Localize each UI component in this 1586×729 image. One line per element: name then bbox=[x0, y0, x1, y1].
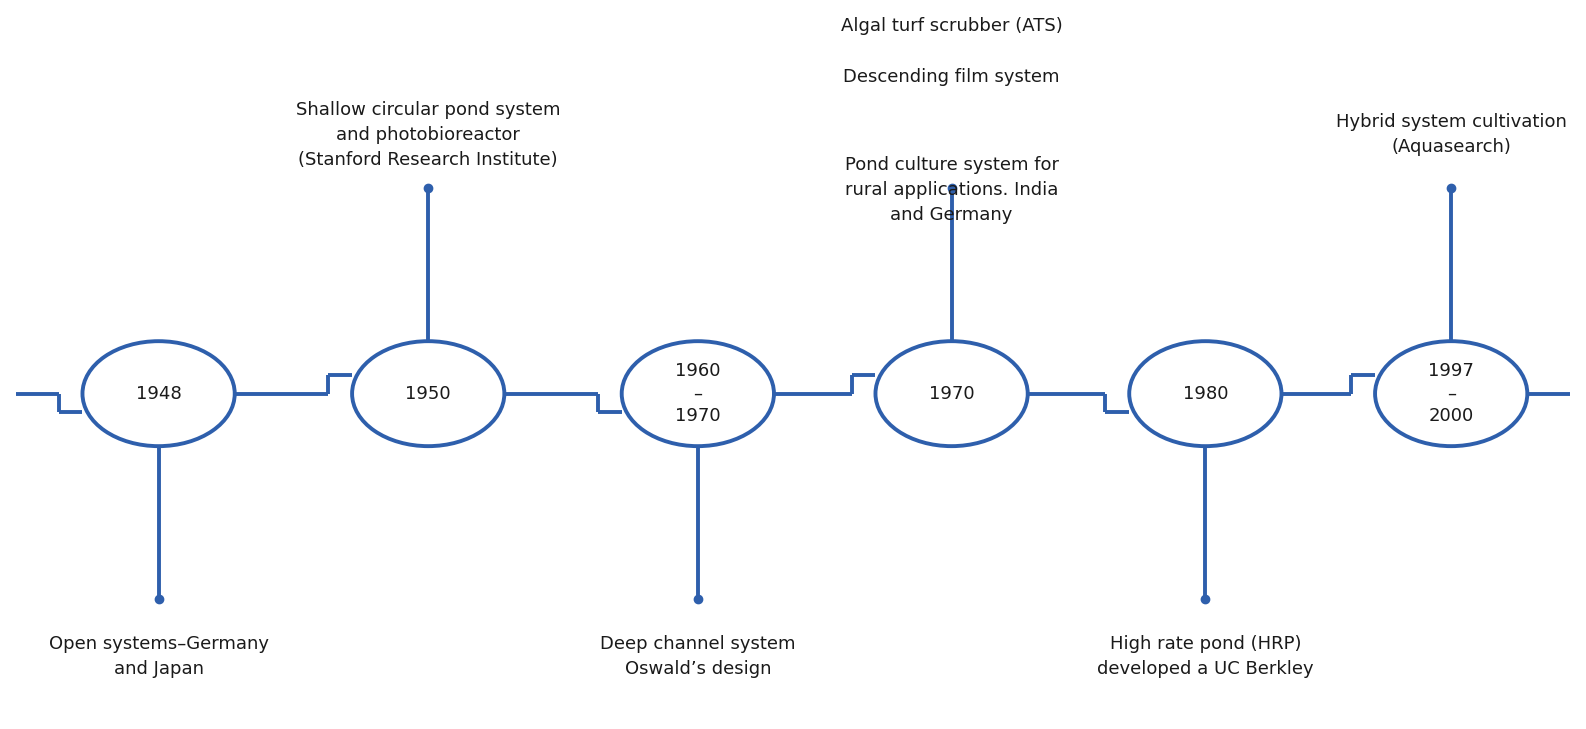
Text: Hybrid system cultivation
(Aquasearch): Hybrid system cultivation (Aquasearch) bbox=[1335, 114, 1567, 156]
Text: Pond culture system for
rural applications. India
and Germany: Pond culture system for rural applicatio… bbox=[845, 155, 1058, 224]
Ellipse shape bbox=[82, 341, 235, 446]
Text: Deep channel system
Oswald’s design: Deep channel system Oswald’s design bbox=[600, 635, 796, 677]
Ellipse shape bbox=[622, 341, 774, 446]
Ellipse shape bbox=[1375, 341, 1527, 446]
Text: 1948: 1948 bbox=[136, 385, 181, 402]
Ellipse shape bbox=[352, 341, 504, 446]
Text: 1950: 1950 bbox=[406, 385, 450, 402]
Ellipse shape bbox=[1129, 341, 1281, 446]
Text: 1980: 1980 bbox=[1183, 385, 1228, 402]
Text: 1960
–
1970: 1960 – 1970 bbox=[676, 362, 720, 425]
Text: 1970: 1970 bbox=[929, 385, 974, 402]
Text: 1997
–
2000: 1997 – 2000 bbox=[1429, 362, 1473, 425]
Text: Open systems–Germany
and Japan: Open systems–Germany and Japan bbox=[49, 635, 268, 677]
Text: Shallow circular pond system
and photobioreactor
(Stanford Research Institute): Shallow circular pond system and photobi… bbox=[297, 101, 560, 169]
Ellipse shape bbox=[875, 341, 1028, 446]
Text: Algal turf scrubber (ATS): Algal turf scrubber (ATS) bbox=[841, 17, 1063, 34]
Text: High rate pond (HRP)
developed a UC Berkley: High rate pond (HRP) developed a UC Berk… bbox=[1098, 635, 1313, 677]
Text: Descending film system: Descending film system bbox=[844, 68, 1059, 85]
